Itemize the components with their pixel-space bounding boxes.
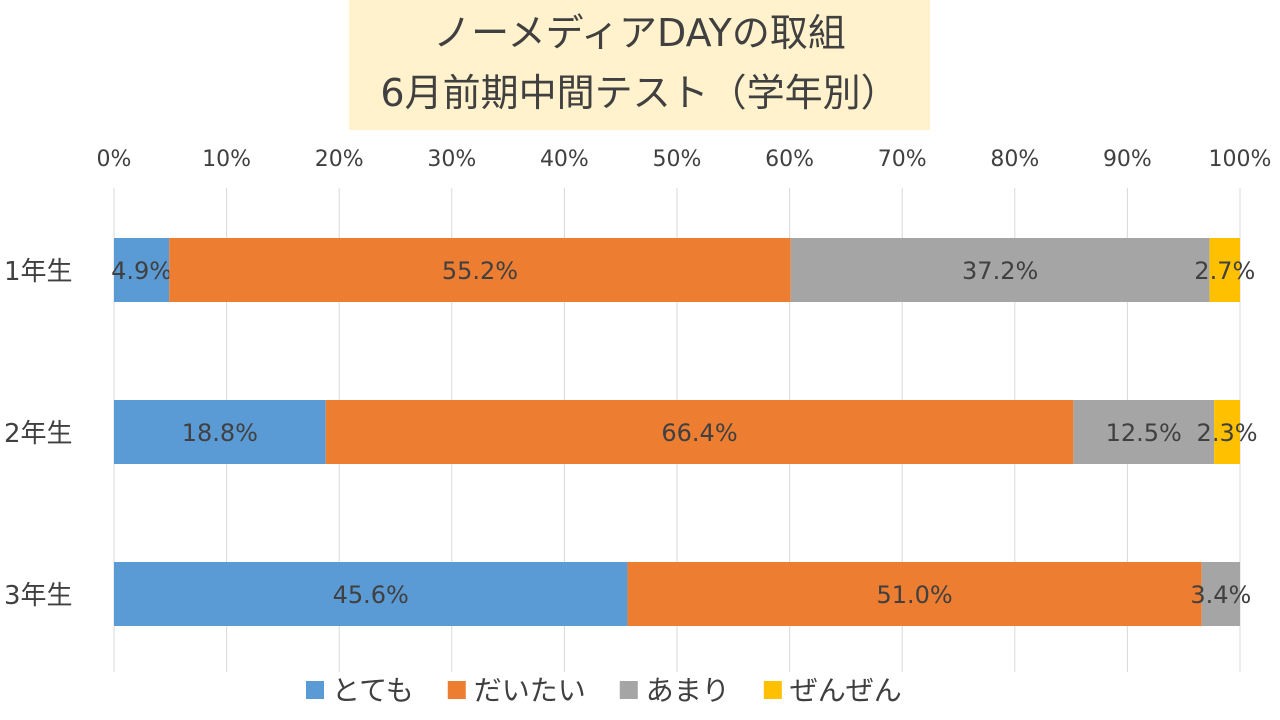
x-tick-label: 60% xyxy=(765,147,814,172)
data-label: 66.4% xyxy=(661,419,737,447)
bar-segment xyxy=(1073,400,1215,464)
data-label: 55.2% xyxy=(442,257,518,285)
legend-swatch xyxy=(619,681,638,699)
data-label: 37.2% xyxy=(962,257,1038,285)
x-tick-label: 90% xyxy=(1103,147,1152,172)
bar-segment xyxy=(790,238,1210,302)
category-label: 3年生 xyxy=(4,581,73,611)
bar-segment xyxy=(325,400,1074,464)
data-label: 18.8% xyxy=(182,419,258,447)
category-label: 2年生 xyxy=(4,419,73,449)
x-tick-label: 100% xyxy=(1209,147,1272,172)
data-label: 2.7% xyxy=(1194,257,1255,285)
legend-label: あまり xyxy=(646,674,730,707)
x-tick-label: 0% xyxy=(97,147,132,172)
x-tick-label: 10% xyxy=(202,147,251,172)
bar-segment xyxy=(114,400,326,464)
x-tick-label: 30% xyxy=(427,147,476,172)
bar-segment xyxy=(1209,238,1240,302)
x-tick-label: 50% xyxy=(653,147,702,172)
x-tick-label: 70% xyxy=(878,147,927,172)
bar-segment xyxy=(114,238,170,302)
data-label: 45.6% xyxy=(333,581,409,609)
data-label: 51.0% xyxy=(876,581,952,609)
legend-label: とても xyxy=(332,674,414,707)
chart-title-line-2: 6月前期中間テスト（学年別） xyxy=(380,71,899,115)
legend-label: だいたい xyxy=(474,674,586,707)
x-tick-label: 20% xyxy=(315,147,364,172)
chart-title-line-1: ノーメディアDAYの取組 xyxy=(433,11,846,55)
legend-swatch xyxy=(763,681,782,699)
x-tick-label: 40% xyxy=(540,147,589,172)
bar-segment xyxy=(169,238,791,302)
bar-segment xyxy=(1201,562,1240,626)
chart-title-box: ノーメディアDAYの取組 6月前期中間テスト（学年別） xyxy=(349,0,930,130)
x-tick-label: 80% xyxy=(990,147,1039,172)
data-label: 4.9% xyxy=(111,257,172,285)
legend-label: ぜんぜん xyxy=(790,674,902,707)
bar-segment xyxy=(1214,400,1240,464)
data-label: 3.4% xyxy=(1190,581,1251,609)
bar-segment xyxy=(114,562,628,626)
data-label: 12.5% xyxy=(1106,419,1182,447)
bar-segment xyxy=(627,562,1202,626)
data-label: 2.3% xyxy=(1197,419,1258,447)
category-label: 1年生 xyxy=(4,257,73,287)
legend-swatch xyxy=(447,681,466,699)
legend-swatch xyxy=(306,681,324,699)
